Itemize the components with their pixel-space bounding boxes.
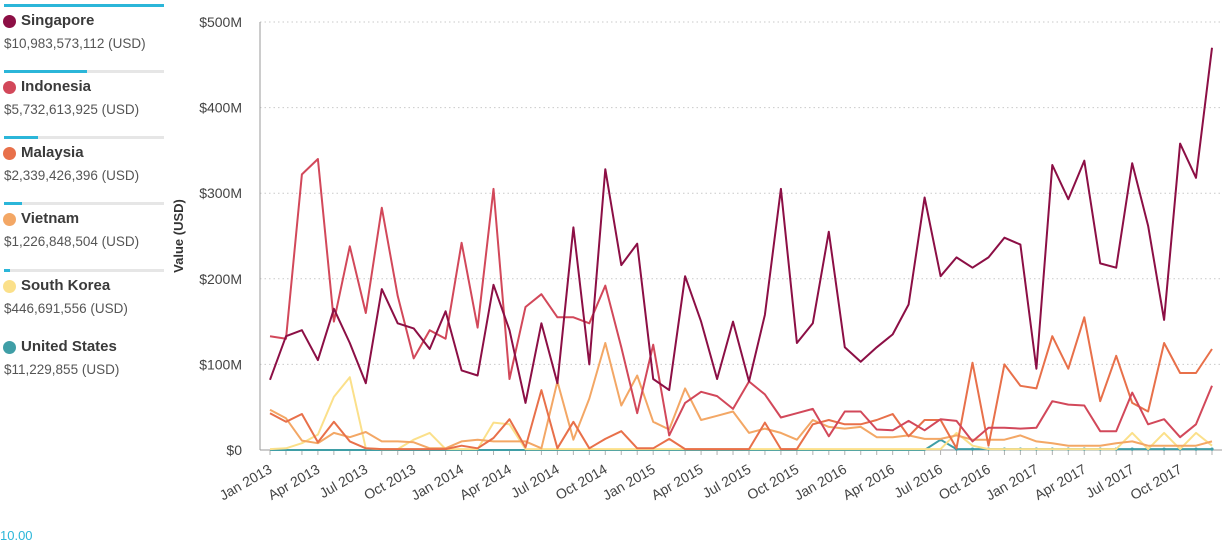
series-line-malaysia (269, 316, 1213, 451)
x-tick-label: Jul 2013 (316, 461, 370, 501)
legend-share-bar (4, 4, 164, 7)
x-tick-label: Apr 2013 (265, 461, 322, 503)
legend-series-name: Vietnam (21, 210, 80, 227)
legend-series-total: $10,983,573,112 (USD) (4, 36, 146, 51)
series-line-singapore (269, 47, 1213, 404)
legend-color-dot-icon (3, 147, 16, 160)
legend-color-dot-icon (3, 280, 16, 293)
legend-share-fill (4, 70, 88, 73)
legend-color-dot-icon (3, 81, 16, 94)
series-point-united-states (1130, 447, 1134, 451)
x-tick-label: Apr 2014 (457, 461, 514, 503)
legend-share-fill (4, 136, 38, 139)
legend-series-total: $2,339,426,396 (USD) (4, 168, 140, 183)
legend-series-total: $1,226,848,504 (USD) (4, 234, 140, 249)
legend-series-name: United States (21, 338, 117, 355)
x-tick-label: Jan 2017 (983, 461, 1041, 504)
legend-share-fill (4, 202, 22, 205)
x-tick-label: Oct 2013 (361, 461, 418, 503)
y-tick-label: $300M (199, 185, 242, 201)
legend-share-bar (4, 202, 164, 205)
x-tick-label: Jan 2013 (217, 461, 275, 504)
legend-share-bar (4, 136, 164, 139)
legend-share-bar (4, 269, 164, 272)
legend-color-dot-icon (3, 341, 16, 354)
x-tick-label: Jul 2016 (891, 461, 945, 501)
x-tick-label: Jul 2015 (700, 461, 754, 501)
series-point-united-states (1210, 447, 1214, 451)
legend-series-name: South Korea (21, 277, 111, 294)
x-tick-label: Apr 2017 (1032, 461, 1089, 503)
x-tick-label: Oct 2014 (553, 461, 610, 503)
x-tick-label: Jul 2017 (1083, 461, 1137, 501)
y-tick-label: $500M (199, 14, 242, 30)
y-tick-label: $400M (199, 100, 242, 116)
series-line-south-korea (269, 376, 1213, 451)
legend-share-bar (4, 70, 164, 73)
legend-color-dot-icon (3, 15, 16, 28)
x-tick-label: Apr 2015 (648, 461, 705, 503)
y-tick-label: $200M (199, 271, 242, 287)
y-tick-label: $0 (226, 442, 242, 458)
legend-series-name: Singapore (21, 12, 95, 29)
x-tick-label: Oct 2015 (744, 461, 801, 503)
x-tick-label: Jul 2014 (508, 461, 562, 501)
legend-series-name: Malaysia (21, 144, 84, 161)
x-tick-label: Oct 2016 (936, 461, 993, 503)
series-point-united-states (970, 447, 975, 451)
y-tick-label: $100M (199, 356, 242, 372)
x-tick-label: Jan 2015 (600, 461, 658, 504)
legend-share-fill (4, 269, 11, 272)
legend-series-total: $446,691,556 (USD) (4, 301, 128, 316)
series-line-vietnam (269, 342, 1213, 450)
x-tick-label: Jan 2014 (408, 461, 466, 504)
legend-share-fill (4, 4, 164, 7)
x-tick-label: Apr 2016 (840, 461, 897, 503)
x-tick-label: Oct 2017 (1127, 461, 1184, 503)
series-point-united-states (1194, 447, 1198, 451)
legend-series-total: $5,732,613,925 (USD) (4, 102, 140, 117)
series-line-indonesia (269, 158, 1213, 443)
legend-series-total: $11,229,855 (USD) (4, 362, 120, 377)
y-axis-label: Value (USD) (171, 199, 186, 273)
legend-series-name: Indonesia (21, 78, 92, 95)
legend-color-dot-icon (3, 213, 16, 226)
series-point-united-states (1162, 447, 1166, 451)
x-tick-label: Jan 2016 (791, 461, 849, 504)
